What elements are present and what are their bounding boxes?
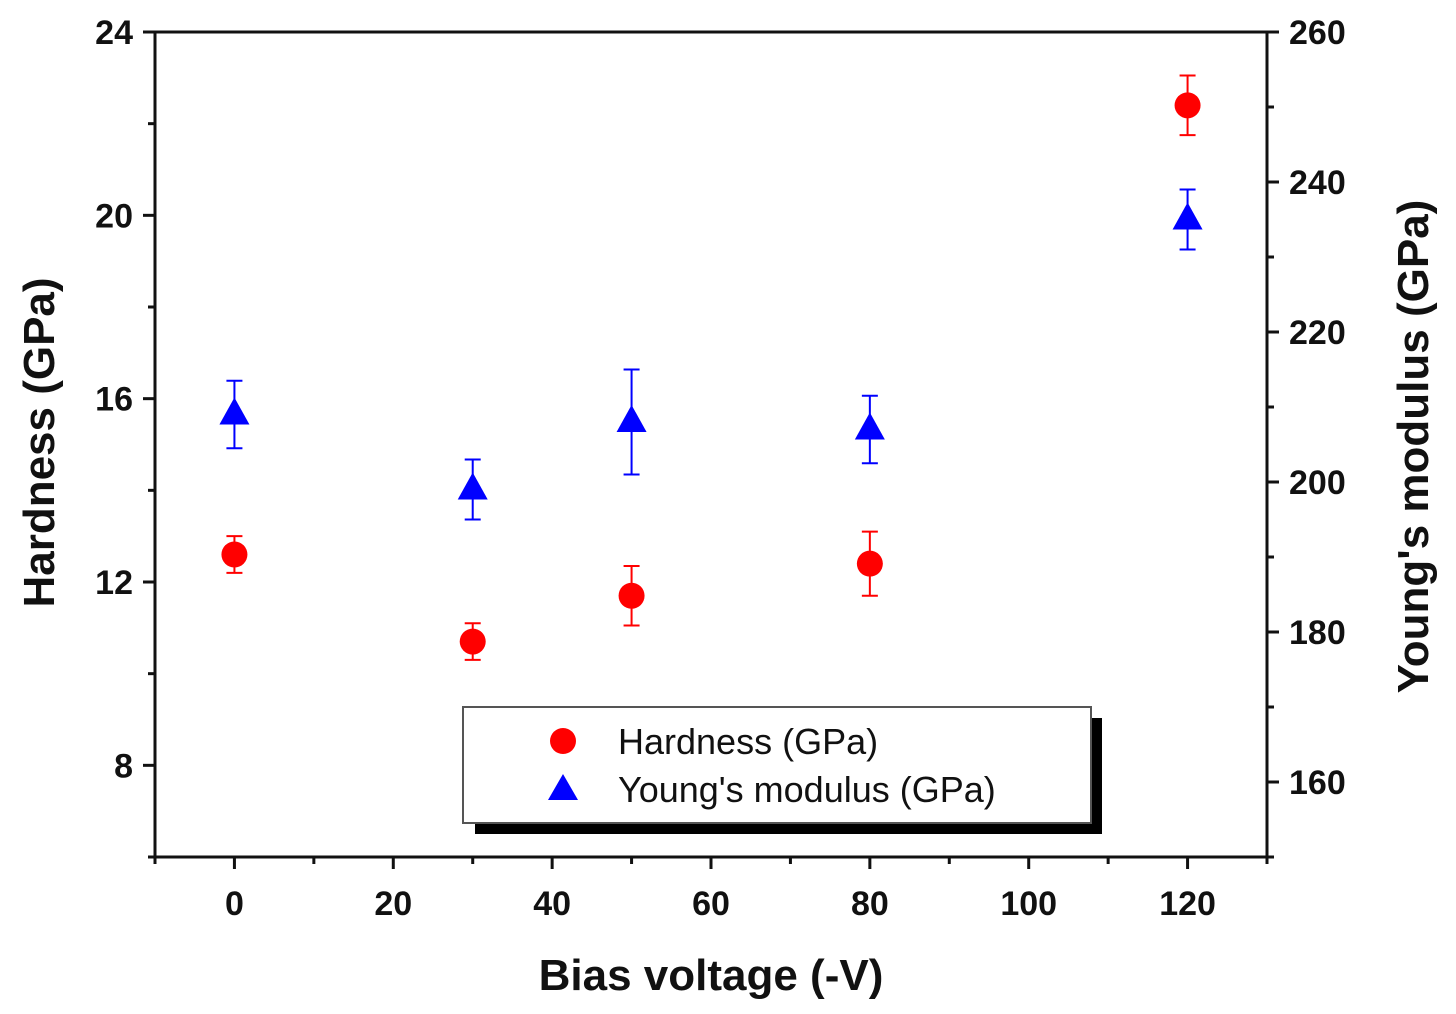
- y-left-tick-label: 8: [114, 747, 133, 785]
- y-left-tick-label: 20: [95, 197, 133, 235]
- modulus-marker: [457, 472, 488, 500]
- modulus-point: [854, 394, 885, 465]
- y-right-tick-label: 260: [1289, 14, 1346, 52]
- modulus-point: [616, 368, 647, 476]
- y-right-tick-label: 220: [1289, 314, 1346, 352]
- x-tick-label: 40: [533, 885, 571, 923]
- modulus-point: [219, 379, 250, 450]
- data-marks: [219, 74, 1203, 661]
- legend: Hardness (GPa) Young's modulus (GPa): [462, 706, 1102, 834]
- modulus-marker: [1172, 202, 1203, 230]
- modulus-marker: [854, 412, 885, 440]
- y-right-tick-label: 200: [1289, 464, 1346, 502]
- hardness-marker: [856, 550, 883, 577]
- legend-modulus-label: Young's modulus (GPa): [618, 769, 996, 810]
- hardness-point: [618, 564, 645, 627]
- x-tick-label: 20: [374, 885, 412, 923]
- legend-box: [462, 706, 1092, 824]
- y-right-tick-label: 180: [1289, 614, 1346, 652]
- hardness-marker: [618, 582, 645, 609]
- legend-modulus-marker: [548, 774, 578, 800]
- x-axis-title: Bias voltage (-V): [539, 951, 884, 1000]
- modulus-marker: [219, 397, 250, 425]
- y-axis-right-title: Young's modulus (GPa): [1389, 200, 1438, 694]
- modulus-point: [457, 458, 488, 521]
- x-tick-label: 120: [1159, 885, 1216, 923]
- hardness-point: [1174, 74, 1201, 137]
- y-right-tick-label: 240: [1289, 164, 1346, 202]
- legend-hardness-label: Hardness (GPa): [618, 721, 878, 762]
- hardness-point: [221, 535, 248, 574]
- hardness-point: [856, 530, 883, 597]
- modulus-point: [1172, 188, 1203, 251]
- y-axis-left-title: Hardness (GPa): [15, 277, 64, 607]
- hardness-marker: [1174, 92, 1201, 119]
- x-tick-label: 0: [225, 885, 244, 923]
- x-tick-label: 80: [851, 885, 889, 923]
- x-tick-label: 60: [692, 885, 730, 923]
- modulus-marker: [616, 405, 647, 432]
- hardness-point: [459, 622, 486, 661]
- hardness-marker: [459, 628, 486, 655]
- legend-hardness-marker: [550, 728, 576, 754]
- y-left-tick-label: 24: [95, 14, 133, 52]
- hardness-marker: [221, 541, 248, 568]
- axis-ticks: [143, 30, 1279, 869]
- x-tick-label: 100: [1000, 885, 1057, 923]
- y-left-tick-label: 12: [95, 564, 133, 602]
- y-left-tick-label: 16: [95, 381, 133, 419]
- y-right-tick-label: 160: [1289, 764, 1346, 802]
- tick-labels: 0 20 40 60 80 100 120 8 12 16 20 24 160 180 200 220 240 2…: [95, 14, 1346, 923]
